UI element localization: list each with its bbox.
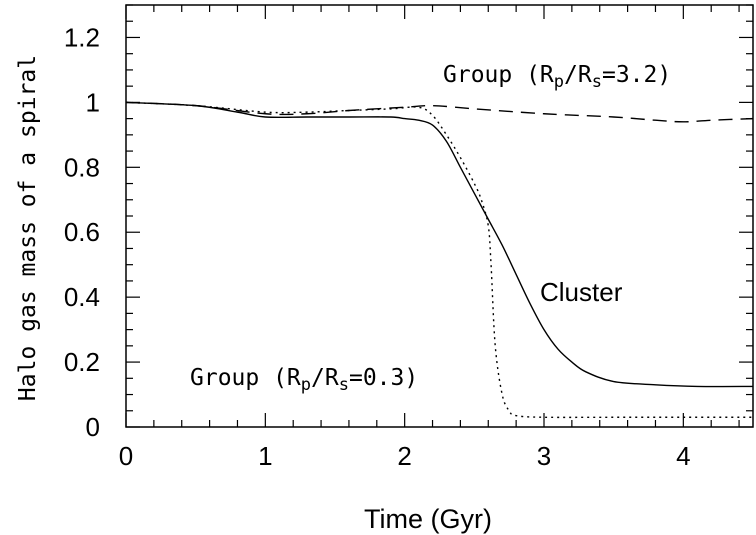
y-tick-label: 1.2 bbox=[64, 22, 100, 52]
y-tick-label: 0.6 bbox=[64, 217, 100, 247]
series-line-solid bbox=[125, 101, 754, 388]
series-group bbox=[125, 101, 754, 419]
plot-frame bbox=[125, 4, 754, 428]
y-tick-label: 1 bbox=[86, 87, 100, 117]
series-line-dotted bbox=[125, 101, 753, 419]
annotation-group-high: Group (Rp/Rs=3.2) bbox=[443, 62, 671, 92]
axis-ticks bbox=[125, 4, 753, 428]
x-tick-label: 4 bbox=[676, 441, 690, 471]
x-axis-label: Time (Gyr) bbox=[364, 504, 492, 534]
y-tick-label: 0.8 bbox=[64, 152, 100, 182]
x-tick-label: 2 bbox=[397, 441, 411, 471]
x-tick-label: 3 bbox=[537, 441, 551, 471]
tick-labels: 0 1 2 3 4 0 0.2 0.4 0.6 0.8 1 1.2 bbox=[64, 22, 691, 471]
y-tick-label: 0.4 bbox=[64, 282, 100, 312]
annotation-group-low: Group (Rp/Rs=0.3) bbox=[190, 365, 418, 395]
y-tick-label: 0 bbox=[86, 412, 100, 442]
y-axis-label: Halo gas mass of a spiral bbox=[15, 55, 41, 401]
series-line-dashed bbox=[125, 101, 754, 123]
x-tick-label: 1 bbox=[258, 441, 272, 471]
annotation-cluster: Cluster bbox=[540, 277, 623, 307]
y-tick-label: 0.2 bbox=[64, 347, 100, 377]
x-tick-label: 0 bbox=[119, 441, 133, 471]
